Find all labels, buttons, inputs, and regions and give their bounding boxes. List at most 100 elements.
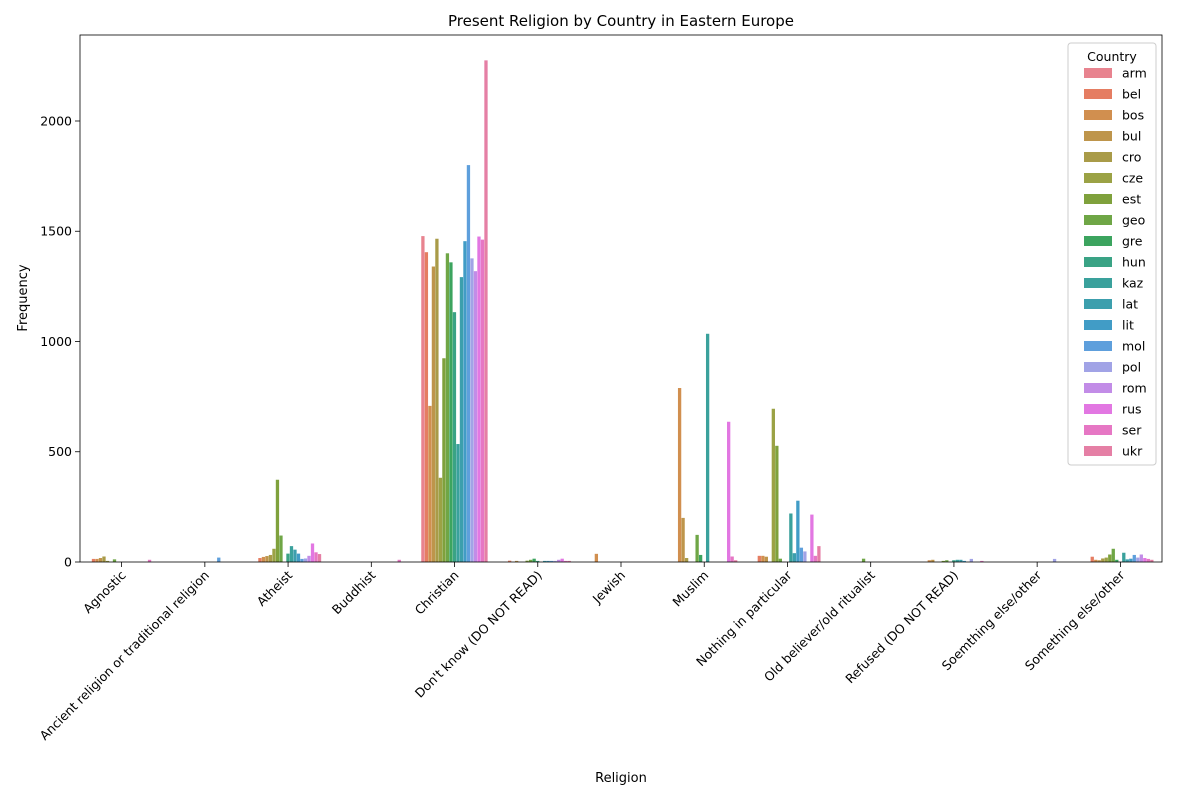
legend-label-arm: arm	[1122, 66, 1147, 81]
bar-hun-4	[452, 312, 457, 562]
legend-swatch-est	[1084, 194, 1112, 204]
bar-lit-12	[1129, 558, 1133, 562]
bar-pol-4	[470, 258, 474, 562]
bar-gre-5	[532, 558, 536, 562]
legend-label-cro: cro	[1122, 150, 1141, 165]
bar-lit-8	[796, 500, 800, 562]
bar-kaz-10	[955, 559, 959, 562]
bar-mol-2	[300, 558, 304, 562]
bar-bel-0	[91, 558, 96, 562]
bar-ukr-12	[1150, 559, 1154, 562]
legend-swatch-lat	[1084, 299, 1112, 309]
bar-cze-0	[105, 560, 110, 562]
bar-cro-2	[268, 554, 273, 562]
bar-pol-2	[303, 558, 308, 562]
x-tick-label: Ancient religion or traditional religion	[36, 568, 211, 743]
bar-ukr-5	[567, 560, 571, 562]
legend-label-bel: bel	[1122, 87, 1141, 102]
bar-est-2	[275, 479, 280, 562]
x-tick-label: Jewish	[589, 568, 628, 607]
legend-swatch-arm	[1084, 68, 1112, 78]
bar-lat-8	[792, 553, 797, 562]
legend-label-cze: cze	[1122, 171, 1143, 186]
bar-geo-10	[945, 560, 949, 562]
bar-gre-7	[698, 554, 703, 562]
legend-label-est: est	[1122, 192, 1141, 207]
bar-lit-4	[463, 241, 467, 563]
bar-bos-4	[428, 405, 432, 562]
plot-frame	[79, 34, 1163, 563]
x-tick-label: Buddhist	[329, 567, 379, 617]
legend-swatch-bul	[1084, 131, 1112, 141]
bar-mol-4	[466, 165, 471, 562]
bar-kaz-12	[1122, 552, 1126, 562]
bar-bul-0	[98, 558, 103, 562]
bar-rus-12	[1143, 558, 1147, 562]
legend-swatch-gre	[1084, 236, 1112, 246]
bar-ukr-7	[734, 560, 738, 562]
bar-bos-2	[261, 556, 266, 562]
legend-swatch-rus	[1084, 404, 1112, 414]
bars-group	[91, 60, 1154, 563]
bar-bul-2	[265, 556, 269, 562]
bar-bos-10	[927, 560, 931, 562]
bar-lat-5	[543, 560, 547, 562]
bar-gre-12	[1115, 559, 1119, 562]
legend-swatch-bel	[1084, 89, 1112, 99]
legend-swatch-mol	[1084, 341, 1112, 351]
legend-swatch-ukr	[1084, 446, 1112, 456]
bar-rom-2	[307, 555, 311, 562]
bar-lat-2	[293, 549, 297, 562]
bar-hun-2	[286, 553, 290, 562]
legend-title: Country	[1087, 49, 1137, 64]
bar-geo-0	[112, 559, 117, 562]
bar-geo-12	[1111, 548, 1115, 562]
bar-lat-12	[1125, 559, 1129, 562]
y-axis-label: Frequency	[16, 264, 31, 331]
bar-geo-5	[529, 559, 533, 562]
bar-rus-2	[310, 543, 315, 562]
legend-label-rom: rom	[1122, 381, 1147, 396]
bar-mol-8	[799, 547, 804, 562]
bar-ukr-2	[317, 554, 322, 562]
bar-bos-8	[761, 555, 765, 562]
bar-lat-4	[459, 277, 464, 562]
legend-label-ukr: ukr	[1122, 444, 1143, 459]
bar-bul-4	[431, 266, 436, 562]
bar-ser-8	[813, 555, 818, 562]
bar-bel-8	[757, 555, 761, 562]
legend-swatch-cro	[1084, 152, 1112, 162]
legend-swatch-ser	[1084, 425, 1112, 435]
bar-ser-5	[564, 560, 568, 562]
legend-swatch-cze	[1084, 173, 1112, 183]
bar-geo-8	[778, 558, 782, 562]
bar-cro-7	[684, 558, 689, 562]
x-tick-label: Muslim	[669, 568, 711, 610]
bar-rom-12	[1139, 554, 1143, 562]
bar-ser-7	[730, 556, 734, 562]
bar-arm-4	[421, 236, 425, 562]
bar-bul-5	[514, 560, 519, 562]
legend-label-ser: ser	[1122, 423, 1142, 438]
bar-rom-4	[473, 271, 478, 562]
bar-bul-10	[931, 559, 935, 562]
legend-label-geo: geo	[1122, 213, 1145, 228]
legend-label-pol: pol	[1122, 360, 1141, 375]
bar-pol-8	[803, 551, 807, 562]
bar-geo-9	[861, 558, 866, 562]
bar-ukr-8	[817, 546, 821, 562]
bar-bos-7	[677, 388, 682, 562]
bar-ser-10	[980, 560, 984, 562]
bar-geo-4	[445, 253, 450, 563]
bar-rus-4	[477, 236, 481, 563]
bar-ser-4	[480, 239, 485, 562]
bar-hun-5	[536, 560, 540, 562]
bar-rus-5	[560, 558, 564, 562]
bar-cze-4	[438, 477, 443, 562]
legend-swatch-lit	[1084, 320, 1112, 330]
bar-est-8	[775, 445, 779, 562]
bar-cro-12	[1101, 558, 1105, 562]
legend: Country arm bel bos bul cro cze est geo gre hun ka…	[1067, 42, 1157, 466]
bar-ser-0	[147, 559, 152, 562]
